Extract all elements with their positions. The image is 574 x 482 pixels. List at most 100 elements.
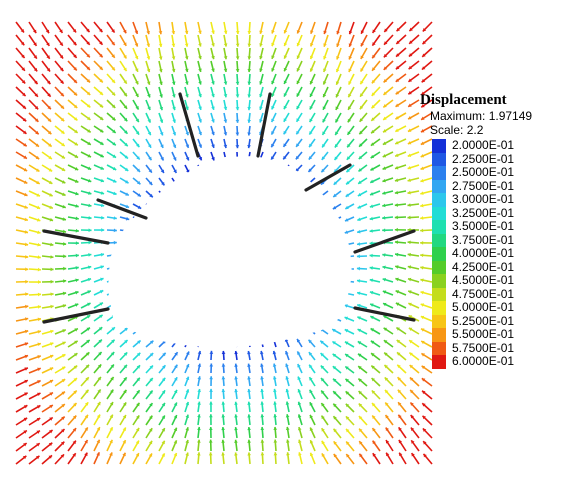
displacement-vector-head [100, 265, 104, 269]
displacement-vector-head [46, 55, 50, 59]
displacement-vector-head [135, 131, 140, 135]
displacement-vector-head [259, 55, 263, 60]
displacement-vector-head [147, 144, 152, 148]
displacement-vector-head [407, 215, 411, 220]
legend-swatch [432, 274, 446, 288]
displacement-vector-head [185, 389, 190, 393]
displacement-vector-head [162, 365, 166, 369]
displacement-vector-head [321, 428, 325, 432]
displacement-vector-head [369, 278, 374, 283]
displacement-vector-head [409, 352, 413, 356]
displacement-vector-head [420, 315, 425, 320]
legend-level-label: 2.7500E-01 [452, 178, 515, 193]
displacement-vector-head [420, 141, 425, 145]
displacement-vector-head [84, 414, 88, 419]
displacement-vector-head [359, 143, 363, 147]
legend-level-label: 2.2500E-01 [452, 151, 515, 166]
displacement-vector-head [297, 338, 301, 343]
displacement-vector-head [422, 53, 426, 57]
displacement-vector-head [357, 205, 362, 209]
displacement-vector-head [48, 168, 53, 172]
displacement-vector-head [161, 402, 165, 407]
displacement-vector-head [359, 105, 364, 110]
legend-scale: Scale: 2.2 [430, 123, 570, 137]
displacement-vector-head [123, 55, 127, 59]
displacement-vector-head [395, 116, 399, 120]
displacement-vector-head [370, 192, 374, 196]
displacement-vector-head [283, 155, 287, 160]
displacement-vector-head [259, 93, 263, 98]
displacement-vector-head [111, 41, 115, 46]
displacement-vector-head [62, 217, 66, 221]
displacement-vector-head [221, 363, 226, 367]
displacement-vector-head [158, 43, 163, 47]
displacement-vector-head [235, 81, 240, 85]
displacement-vector-head [323, 68, 327, 72]
displacement-vector-head [37, 380, 41, 384]
displacement-vector-head [87, 166, 92, 170]
displacement-vector-head [62, 229, 67, 234]
displacement-vector-head [45, 29, 50, 34]
displacement-vector-head [75, 266, 79, 270]
legend-level-label: 6.0000E-01 [452, 354, 515, 368]
displacement-vector-head [185, 131, 189, 136]
displacement-vector-head [185, 94, 189, 98]
legend-row: 4.0000E-01 [432, 246, 570, 261]
displacement-vector-head [321, 168, 325, 173]
displacement-vector-head [86, 104, 91, 108]
displacement-vector-head [247, 81, 252, 85]
displacement-vector-head [112, 141, 116, 146]
legend-swatch [432, 220, 446, 234]
displacement-vector-head [372, 402, 376, 407]
displacement-vector-head [309, 68, 314, 72]
displacement-vector-head [22, 455, 27, 460]
displacement-vector-head [23, 180, 28, 184]
displacement-vector-head [124, 340, 128, 344]
displacement-vector-head [235, 132, 240, 136]
displacement-vector-head [22, 105, 26, 109]
displacement-vector-head [101, 215, 105, 220]
displacement-vector-head [346, 441, 350, 445]
displacement-vector-head [369, 241, 373, 246]
displacement-vector-head [384, 377, 389, 381]
displacement-vector-head [235, 119, 240, 123]
displacement-vector-head [321, 415, 325, 420]
displacement-vector-head [86, 91, 91, 95]
displacement-vector-head [50, 267, 54, 272]
displacement-vector-head [407, 203, 411, 207]
displacement-vector-head [407, 153, 412, 157]
displacement-vector-head [420, 303, 425, 307]
displacement-vector-head [50, 255, 54, 259]
legend-level-label: 4.0000E-01 [452, 246, 515, 260]
displacement-vector-head [335, 131, 339, 136]
legend-row: 2.7500E-01 [432, 178, 570, 193]
displacement-vector-head [160, 144, 164, 148]
displacement-vector-head [73, 353, 78, 357]
displacement-vector-head [371, 104, 375, 109]
displacement-vector-head [321, 390, 325, 394]
displacement-vector-head [184, 56, 189, 60]
displacement-vector-head [172, 106, 176, 111]
displacement-vector-head [85, 389, 89, 394]
displacement-vector-head [408, 103, 412, 107]
legend-row: 4.2500E-01 [432, 260, 570, 274]
displacement-vector-head [309, 118, 313, 123]
displacement-vector-head [357, 303, 361, 308]
displacement-vector-head [124, 142, 128, 147]
legend-swatch [432, 287, 446, 301]
legend-row: 4.5000E-01 [432, 273, 570, 288]
displacement-vector-head [394, 203, 398, 207]
displacement-vector-head [149, 377, 153, 382]
displacement-vector-head [96, 452, 100, 456]
displacement-vector-head [111, 54, 115, 58]
displacement-vector-head [197, 426, 201, 431]
displacement-vector-head [359, 130, 363, 135]
displacement-vector-head [234, 389, 238, 393]
displacement-vector-head [285, 388, 290, 393]
displacement-vector-head [371, 79, 376, 84]
displacement-vector-head [209, 401, 213, 405]
displacement-vector-head [37, 255, 41, 260]
displacement-vector-head [247, 119, 252, 123]
displacement-vector-head [172, 144, 177, 148]
displacement-vector-head [33, 55, 37, 59]
